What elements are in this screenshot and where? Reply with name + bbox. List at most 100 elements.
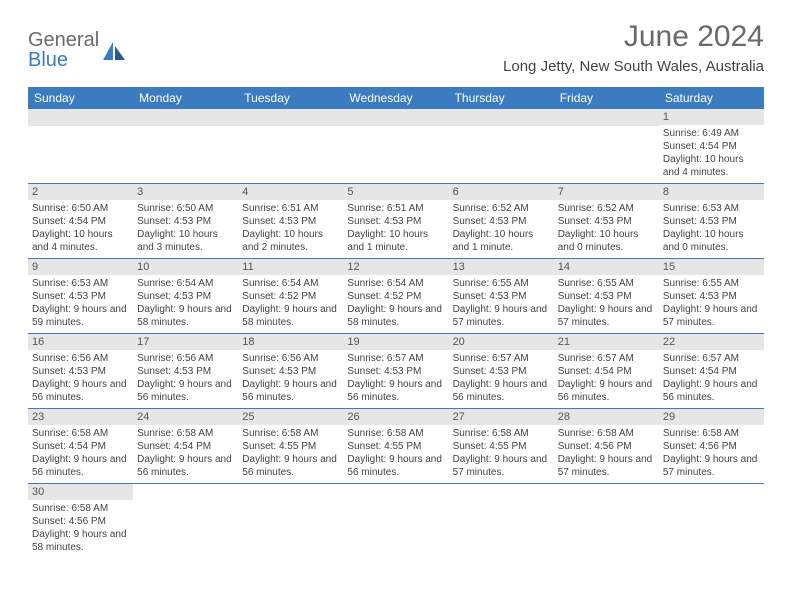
day-number: 6: [449, 184, 554, 200]
calendar-cell: [238, 109, 343, 184]
day-number: 23: [28, 409, 133, 425]
day-number: 28: [554, 409, 659, 425]
day-content: Sunrise: 6:58 AMSunset: 4:55 PMDaylight:…: [343, 425, 448, 483]
logo-part2: Blue: [28, 49, 68, 71]
day-content: Sunrise: 6:51 AMSunset: 4:53 PMDaylight:…: [343, 200, 448, 258]
calendar-cell: 23Sunrise: 6:58 AMSunset: 4:54 PMDayligh…: [28, 409, 133, 484]
calendar-week: 9Sunrise: 6:53 AMSunset: 4:53 PMDaylight…: [28, 259, 764, 334]
calendar-cell: 17Sunrise: 6:56 AMSunset: 4:53 PMDayligh…: [133, 334, 238, 409]
empty-daynum: [343, 109, 448, 126]
calendar-cell: 21Sunrise: 6:57 AMSunset: 4:54 PMDayligh…: [554, 334, 659, 409]
calendar-cell: 5Sunrise: 6:51 AMSunset: 4:53 PMDaylight…: [343, 184, 448, 259]
title-block: June 2024 Long Jetty, New South Wales, A…: [503, 20, 764, 75]
calendar-cell: [554, 484, 659, 559]
day-content: Sunrise: 6:53 AMSunset: 4:53 PMDaylight:…: [659, 200, 764, 258]
day-number: 25: [238, 409, 343, 425]
calendar-cell: [343, 484, 448, 559]
calendar-cell: 9Sunrise: 6:53 AMSunset: 4:53 PMDaylight…: [28, 259, 133, 334]
calendar-cell: 30Sunrise: 6:58 AMSunset: 4:56 PMDayligh…: [28, 484, 133, 559]
day-number: 2: [28, 184, 133, 200]
day-number: 29: [659, 409, 764, 425]
day-content: Sunrise: 6:52 AMSunset: 4:53 PMDaylight:…: [449, 200, 554, 258]
day-content: Sunrise: 6:54 AMSunset: 4:52 PMDaylight:…: [238, 275, 343, 333]
calendar-cell: 24Sunrise: 6:58 AMSunset: 4:54 PMDayligh…: [133, 409, 238, 484]
calendar-cell: 19Sunrise: 6:57 AMSunset: 4:53 PMDayligh…: [343, 334, 448, 409]
calendar-cell: 1Sunrise: 6:49 AMSunset: 4:54 PMDaylight…: [659, 109, 764, 184]
calendar-table: SundayMondayTuesdayWednesdayThursdayFrid…: [28, 87, 764, 558]
day-content: Sunrise: 6:56 AMSunset: 4:53 PMDaylight:…: [133, 350, 238, 408]
day-number: 22: [659, 334, 764, 350]
logo-part1: General: [28, 29, 99, 51]
weekday-header: Friday: [554, 87, 659, 109]
empty-daynum: [28, 109, 133, 126]
day-number: 30: [28, 484, 133, 500]
calendar-cell: 8Sunrise: 6:53 AMSunset: 4:53 PMDaylight…: [659, 184, 764, 259]
calendar-cell: 26Sunrise: 6:58 AMSunset: 4:55 PMDayligh…: [343, 409, 448, 484]
day-number: 4: [238, 184, 343, 200]
day-number: 19: [343, 334, 448, 350]
day-number: 15: [659, 259, 764, 275]
day-number: 3: [133, 184, 238, 200]
day-content: Sunrise: 6:54 AMSunset: 4:53 PMDaylight:…: [133, 275, 238, 333]
day-content: Sunrise: 6:58 AMSunset: 4:55 PMDaylight:…: [449, 425, 554, 483]
day-content: Sunrise: 6:58 AMSunset: 4:56 PMDaylight:…: [554, 425, 659, 483]
empty-daynum: [449, 109, 554, 126]
title-month: June 2024: [503, 20, 764, 54]
calendar-week: 30Sunrise: 6:58 AMSunset: 4:56 PMDayligh…: [28, 484, 764, 559]
weekday-header: Sunday: [28, 87, 133, 109]
calendar-cell: [133, 109, 238, 184]
title-location: Long Jetty, New South Wales, Australia: [503, 58, 764, 75]
day-content: Sunrise: 6:57 AMSunset: 4:54 PMDaylight:…: [659, 350, 764, 408]
day-number: 12: [343, 259, 448, 275]
calendar-cell: [659, 484, 764, 559]
day-number: 24: [133, 409, 238, 425]
day-number: 9: [28, 259, 133, 275]
calendar-cell: 22Sunrise: 6:57 AMSunset: 4:54 PMDayligh…: [659, 334, 764, 409]
calendar-cell: 15Sunrise: 6:55 AMSunset: 4:53 PMDayligh…: [659, 259, 764, 334]
day-content: Sunrise: 6:51 AMSunset: 4:53 PMDaylight:…: [238, 200, 343, 258]
day-content: Sunrise: 6:58 AMSunset: 4:56 PMDaylight:…: [28, 500, 133, 558]
empty-daynum: [238, 109, 343, 126]
day-content: Sunrise: 6:50 AMSunset: 4:53 PMDaylight:…: [133, 200, 238, 258]
day-number: 13: [449, 259, 554, 275]
day-content: Sunrise: 6:58 AMSunset: 4:56 PMDaylight:…: [659, 425, 764, 483]
calendar-cell: [343, 109, 448, 184]
logo-text: General Blue: [28, 30, 99, 70]
day-content: Sunrise: 6:50 AMSunset: 4:54 PMDaylight:…: [28, 200, 133, 258]
calendar-week: 2Sunrise: 6:50 AMSunset: 4:54 PMDaylight…: [28, 184, 764, 259]
calendar-cell: 13Sunrise: 6:55 AMSunset: 4:53 PMDayligh…: [449, 259, 554, 334]
sail-icon: [101, 40, 129, 62]
empty-daynum: [133, 109, 238, 126]
day-content: Sunrise: 6:55 AMSunset: 4:53 PMDaylight:…: [659, 275, 764, 333]
calendar-body: 1Sunrise: 6:49 AMSunset: 4:54 PMDaylight…: [28, 109, 764, 558]
calendar-cell: 27Sunrise: 6:58 AMSunset: 4:55 PMDayligh…: [449, 409, 554, 484]
day-content: Sunrise: 6:57 AMSunset: 4:54 PMDaylight:…: [554, 350, 659, 408]
calendar-cell: [133, 484, 238, 559]
day-number: 26: [343, 409, 448, 425]
empty-daynum: [554, 109, 659, 126]
day-number: 20: [449, 334, 554, 350]
weekday-header: Monday: [133, 87, 238, 109]
day-number: 5: [343, 184, 448, 200]
calendar-cell: 11Sunrise: 6:54 AMSunset: 4:52 PMDayligh…: [238, 259, 343, 334]
day-content: Sunrise: 6:49 AMSunset: 4:54 PMDaylight:…: [659, 125, 764, 183]
calendar-cell: [449, 484, 554, 559]
calendar-head: SundayMondayTuesdayWednesdayThursdayFrid…: [28, 87, 764, 109]
calendar-cell: 6Sunrise: 6:52 AMSunset: 4:53 PMDaylight…: [449, 184, 554, 259]
day-number: 11: [238, 259, 343, 275]
day-number: 10: [133, 259, 238, 275]
day-number: 16: [28, 334, 133, 350]
day-content: Sunrise: 6:56 AMSunset: 4:53 PMDaylight:…: [28, 350, 133, 408]
day-number: 14: [554, 259, 659, 275]
day-number: 7: [554, 184, 659, 200]
calendar-cell: 4Sunrise: 6:51 AMSunset: 4:53 PMDaylight…: [238, 184, 343, 259]
calendar-cell: 14Sunrise: 6:55 AMSunset: 4:53 PMDayligh…: [554, 259, 659, 334]
calendar-cell: 29Sunrise: 6:58 AMSunset: 4:56 PMDayligh…: [659, 409, 764, 484]
calendar-cell: 28Sunrise: 6:58 AMSunset: 4:56 PMDayligh…: [554, 409, 659, 484]
day-content: Sunrise: 6:58 AMSunset: 4:55 PMDaylight:…: [238, 425, 343, 483]
day-number: 17: [133, 334, 238, 350]
day-content: Sunrise: 6:54 AMSunset: 4:52 PMDaylight:…: [343, 275, 448, 333]
calendar-cell: 12Sunrise: 6:54 AMSunset: 4:52 PMDayligh…: [343, 259, 448, 334]
day-content: Sunrise: 6:58 AMSunset: 4:54 PMDaylight:…: [28, 425, 133, 483]
calendar-cell: 2Sunrise: 6:50 AMSunset: 4:54 PMDaylight…: [28, 184, 133, 259]
